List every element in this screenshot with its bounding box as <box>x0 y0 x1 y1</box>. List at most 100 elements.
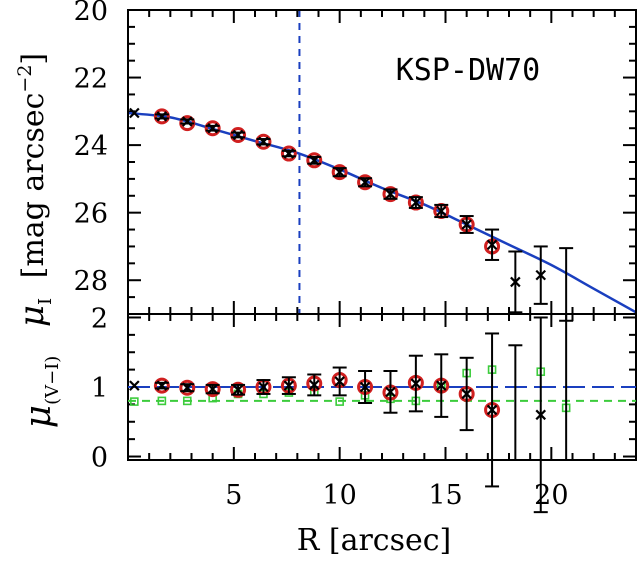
bottom-x-point <box>410 378 422 389</box>
top-x-point-stroke <box>283 148 295 159</box>
top-x-point-stroke <box>258 136 269 148</box>
top-x-point <box>207 122 218 134</box>
bottom-panel: 0 1 2 5 10 15 20 <box>91 303 636 514</box>
bottom-square-point <box>157 396 167 406</box>
bottom-x-point-stroke <box>385 386 396 398</box>
top-x-point <box>258 136 269 148</box>
top-x-point-stroke <box>535 269 547 281</box>
top-y-axis-label-superscript: −2 <box>14 65 36 93</box>
top-y-axis-label-close: ] <box>16 53 51 65</box>
top-x-point-stroke <box>207 122 218 134</box>
top-y-tick-label: 22 <box>74 64 108 95</box>
top-x-point <box>510 276 521 288</box>
bottom-x-point <box>334 376 345 387</box>
bottom-y-tick-label: 2 <box>91 303 108 334</box>
top-circle-point <box>255 133 272 150</box>
top-circle-point <box>331 164 348 181</box>
bottom-x-point-stroke <box>308 379 320 391</box>
chart-title: KSP-DW70 <box>396 53 541 88</box>
top-x-point-stroke <box>181 116 193 127</box>
top-y-tick-label: 24 <box>74 131 108 162</box>
top-x-point <box>334 166 345 178</box>
top-x-point-stroke <box>385 188 396 200</box>
bottom-x-point-stroke <box>207 383 218 395</box>
bottom-circle-point <box>204 381 221 398</box>
bottom-y-axis-label: μ(V−I) <box>18 356 63 429</box>
bottom-x-point-stroke <box>334 376 345 387</box>
top-circle-point <box>306 152 323 169</box>
bottom-x-point-stroke <box>486 404 498 416</box>
top-y-axis-label-symbol: μ <box>12 305 52 327</box>
bottom-x-point-stroke <box>181 382 193 393</box>
x-tick-label: 10 <box>322 480 356 511</box>
bottom-y-tick-label: 1 <box>91 373 108 404</box>
bottom-x-point-stroke <box>435 380 447 391</box>
top-x-point <box>181 116 193 127</box>
bottom-x-point-stroke <box>359 381 371 393</box>
bottom-square-point <box>182 396 192 406</box>
bottom-x-point <box>385 386 396 398</box>
bottom-x-point <box>435 380 447 391</box>
top-circle-point <box>382 186 399 203</box>
top-y-tick-label: 20 <box>74 0 108 27</box>
bottom-x-point <box>129 380 140 391</box>
bottom-x-point <box>207 383 218 395</box>
top-y-axis-label: μI [mag arcsec−2] <box>12 53 56 327</box>
top-y-tick-label: 28 <box>74 266 108 297</box>
bottom-x-point-stroke <box>283 380 295 391</box>
top-circle-point <box>280 145 297 162</box>
top-circle-point <box>357 174 374 191</box>
top-x-point-stroke <box>334 166 345 178</box>
fit-curve-line <box>128 111 636 314</box>
bottom-square-point <box>335 397 344 406</box>
top-x-point <box>535 269 547 281</box>
x-tick-label: 20 <box>534 480 568 511</box>
bottom-circle-point <box>153 377 170 394</box>
bottom-x-point-stroke <box>258 381 269 393</box>
top-x-point <box>435 205 447 217</box>
top-x-point <box>156 111 168 122</box>
top-y-axis-label-subscript: I <box>35 298 56 305</box>
bottom-circle-point <box>230 381 247 398</box>
bottom-x-point <box>258 381 269 393</box>
top-circle-point <box>204 120 221 137</box>
top-x-point <box>486 239 498 251</box>
top-x-point <box>232 129 244 141</box>
bottom-square-point <box>130 397 139 406</box>
bottom-x-point <box>535 409 547 421</box>
bottom-x-point <box>156 380 168 391</box>
bottom-y-axis-label-subscript: (V−I) <box>42 356 63 405</box>
top-y-axis-label-unit: [mag arcsec <box>16 93 51 279</box>
svg-text:μ(V−I): μ(V−I) <box>18 356 63 429</box>
bottom-x-point <box>283 380 295 391</box>
top-x-point <box>461 219 472 230</box>
top-x-point-stroke <box>486 239 498 251</box>
bottom-x-point <box>461 388 472 400</box>
top-circle-point <box>407 194 424 211</box>
bottom-circle-point <box>179 379 196 396</box>
top-x-point-stroke <box>435 205 447 217</box>
svg-text:μI [mag arcsec−2]: μI [mag arcsec−2] <box>12 53 56 327</box>
bottom-x-point <box>359 381 371 393</box>
top-x-point <box>359 176 371 188</box>
top-x-point-stroke <box>156 111 168 122</box>
plot-frame <box>127 9 637 461</box>
top-x-point <box>410 197 422 208</box>
bottom-x-point <box>181 382 193 393</box>
bottom-x-point-stroke <box>535 409 547 421</box>
x-tick-label: 15 <box>428 480 462 511</box>
top-y-tick-label: 26 <box>74 199 108 230</box>
bottom-x-point-stroke <box>461 388 472 400</box>
top-x-point-stroke <box>129 107 140 119</box>
top-x-point-stroke <box>461 219 472 230</box>
bottom-y-axis-label-symbol: μ <box>18 405 59 428</box>
top-x-point-stroke <box>510 276 521 288</box>
top-x-point <box>308 155 320 166</box>
bottom-x-point-stroke <box>410 378 422 389</box>
bottom-x-point <box>232 384 244 396</box>
top-x-point <box>283 148 295 159</box>
top-x-point <box>129 107 140 119</box>
bottom-x-point-stroke <box>129 380 140 391</box>
bottom-x-point-stroke <box>156 380 168 391</box>
